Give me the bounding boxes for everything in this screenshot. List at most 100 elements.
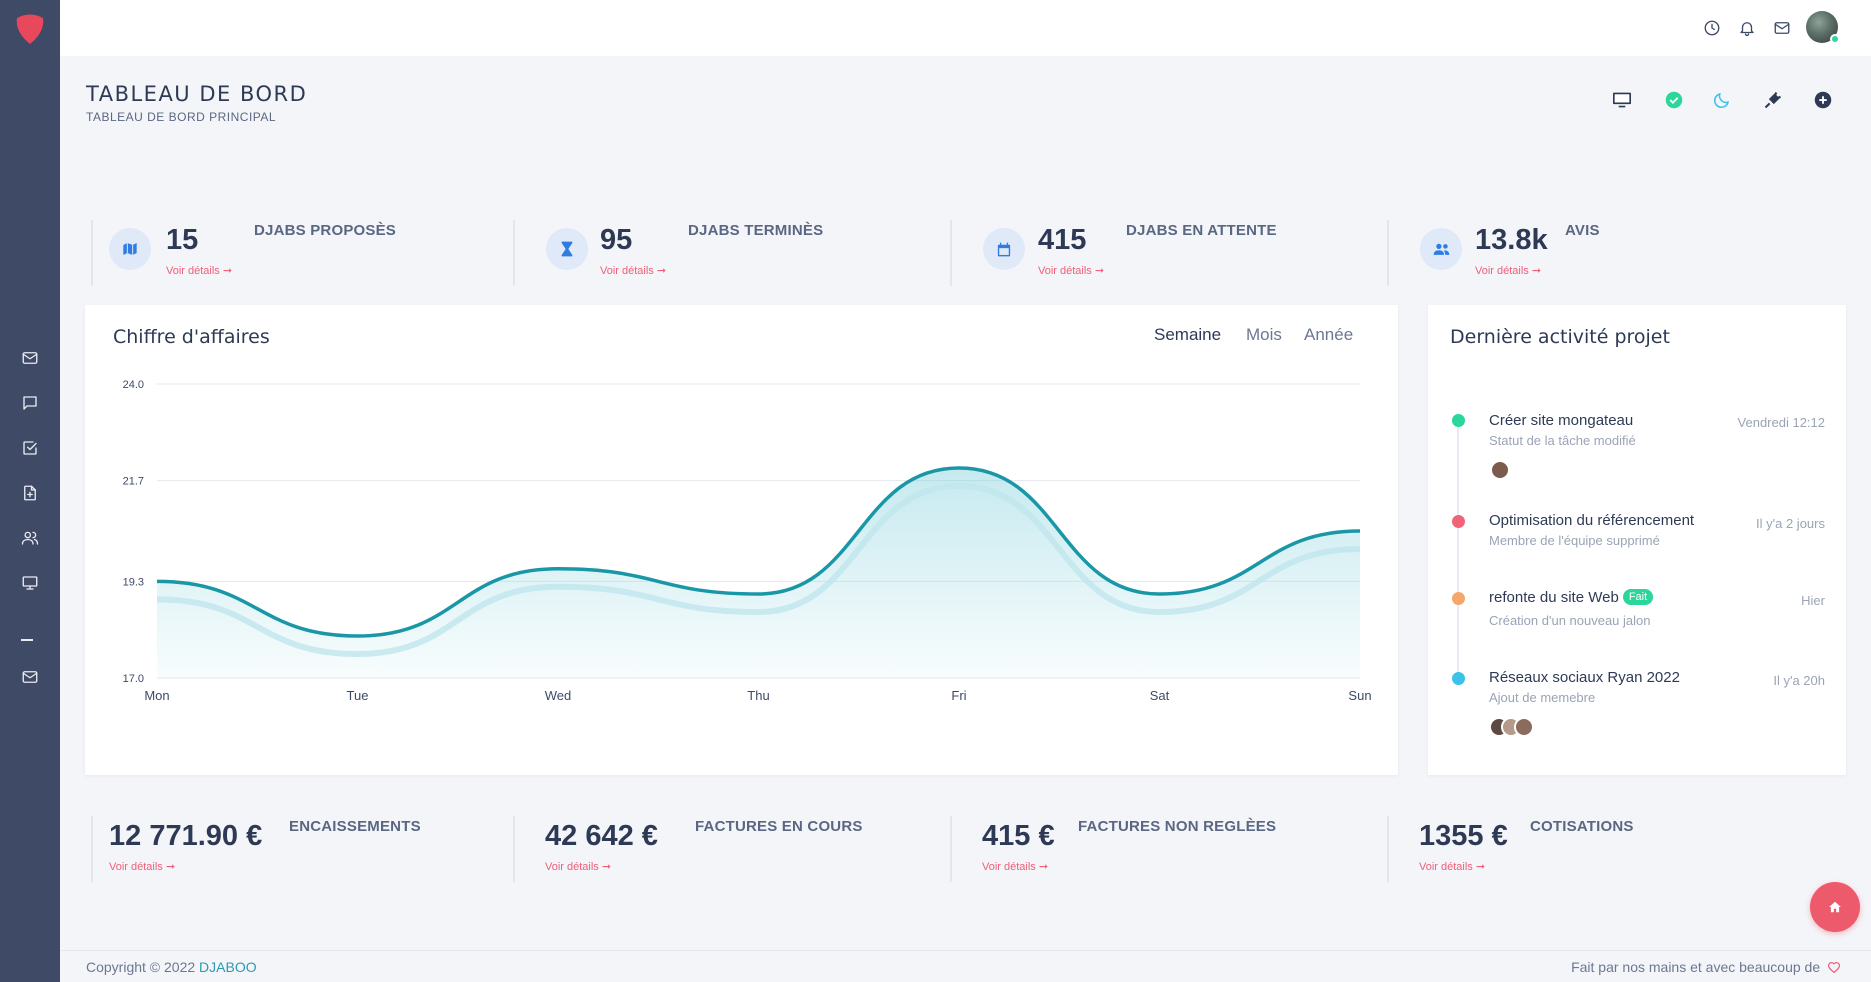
online-status-dot [1830, 34, 1840, 44]
made-by-text: Fait par nos mains et avec beaucoup de [1571, 959, 1821, 975]
user-avatar[interactable] [1806, 11, 1840, 44]
activity-item-time: Hier [1801, 593, 1825, 608]
activity-item-time: Il y'a 2 jours [1756, 516, 1825, 531]
hourglass-icon [546, 228, 588, 270]
chart-x-tick-label: Sat [1150, 688, 1170, 703]
member-avatar[interactable] [1490, 460, 1510, 480]
stat-value: 42 642 € [545, 820, 658, 852]
activity-item-time: Il y'a 20h [1773, 673, 1825, 688]
monitor-icon[interactable] [1610, 88, 1634, 112]
chart-y-tick-label: 17.0 [123, 673, 144, 685]
stat-value: 12 771.90 € [109, 820, 263, 852]
sidebar-file-add-icon[interactable] [18, 481, 42, 505]
stat-label: COTISATIONS [1530, 818, 1634, 835]
details-link[interactable]: Voir détails ➞ [1419, 861, 1486, 873]
chart-x-tick-label: Sun [1348, 688, 1371, 703]
chart-y-tick-label: 19.3 [123, 576, 144, 588]
chart-x-tick-label: Fri [951, 688, 966, 703]
check-circle-icon[interactable] [1662, 88, 1686, 112]
heart-icon [1827, 962, 1841, 974]
details-link[interactable]: Voir détails ➞ [109, 861, 176, 873]
tab-mois[interactable]: Mois [1246, 325, 1282, 344]
activity-item-sub: Création d'un nouveau jalon [1489, 613, 1651, 628]
stat-label: DJABS PROPOSÈS [254, 222, 397, 239]
stat-value: 15 [166, 224, 199, 256]
chart-y-tick-label: 21.7 [123, 476, 144, 488]
mail-icon[interactable] [1771, 17, 1793, 39]
activity-item-sub: Ajout de memebre [1489, 690, 1596, 705]
activity-item-sub: Membre de l'équipe supprimé [1489, 533, 1660, 548]
add-circle-icon[interactable] [1811, 88, 1835, 112]
activity-item-title[interactable]: Optimisation du référencement [1489, 512, 1695, 529]
brand-link[interactable]: DJABOO [199, 959, 257, 975]
revenue-card [85, 305, 1398, 775]
stat-card-encaissements: 12 771.90 € ENCAISSEMENTS Voir détails ➞ [91, 816, 511, 882]
details-link[interactable]: Voir détails ➞ [1038, 265, 1105, 277]
sidebar [0, 0, 60, 982]
stat-value: 415 [1038, 224, 1087, 256]
moon-icon[interactable] [1710, 88, 1734, 112]
stat-label: ENCAISSEMENTS [289, 818, 421, 835]
sidebar-mail-icon[interactable] [18, 346, 42, 370]
stat-card-factures-en-cours: 42 642 € FACTURES EN COURS Voir détails … [513, 816, 948, 882]
sidebar-chat-icon[interactable] [18, 391, 42, 415]
details-link[interactable]: Voir détails ➞ [600, 265, 667, 277]
plug-icon[interactable] [1761, 88, 1785, 112]
stat-card-termines: 95 DJABS TERMINÈS Voir détails ➞ [513, 220, 948, 286]
stat-card-factures-non-reglees: 415 € FACTURES NON REGLÈES Voir détails … [950, 816, 1386, 882]
tab-annee[interactable]: Année [1304, 325, 1354, 344]
stat-value: 1355 € [1419, 820, 1508, 852]
chart-x-tick-label: Tue [347, 688, 369, 703]
stat-label: FACTURES NON REGLÈES [1078, 818, 1277, 835]
stat-value: 415 € [982, 820, 1055, 852]
details-link[interactable]: Voir détails ➞ [1475, 265, 1542, 277]
calendar-icon [983, 228, 1025, 270]
tab-semaine[interactable]: Semaine [1154, 325, 1222, 344]
chart-line-shadow [156, 482, 1361, 658]
sidebar-presentation-icon[interactable] [18, 571, 42, 595]
status-badge: Fait [1622, 589, 1654, 605]
copyright: Copyright © 2022 DJABOO [86, 959, 257, 975]
revenue-chart: 24.0 21.7 19.3 17.0 Mon Tue Wed Thu Fri Sat Sun [123, 379, 1372, 703]
topbar [60, 0, 1871, 56]
activity-item-time: Vendredi 12:12 [1737, 415, 1825, 430]
details-link[interactable]: Voir détails ➞ [166, 265, 233, 277]
stat-card-proposes: 15 DJABS PROPOSÈS Voir détails ➞ [91, 220, 511, 286]
copyright-text: Copyright © 2022 [86, 959, 200, 975]
footer: Copyright © 2022 DJABOO Fait par nos mai… [60, 950, 1871, 982]
clock-icon[interactable] [1701, 17, 1723, 39]
timeline-dot [1452, 515, 1465, 528]
stat-label: AVIS [1565, 222, 1600, 239]
logo-icon[interactable] [14, 12, 46, 46]
activity-title: Dernière activité projet [1450, 326, 1670, 348]
home-fab-button[interactable] [1810, 882, 1860, 932]
details-link[interactable]: Voir détails ➞ [545, 861, 612, 873]
sidebar-tasks-icon[interactable] [18, 436, 42, 460]
sidebar-users-icon[interactable] [18, 526, 42, 550]
chart-y-tick-label: 24.0 [123, 379, 144, 391]
made-by: Fait par nos mains et avec beaucoup de [1571, 959, 1841, 975]
activity-card [1428, 305, 1846, 775]
chart-x-tick-label: Mon [144, 688, 169, 703]
member-avatar[interactable] [1514, 717, 1534, 737]
timeline-dot [1452, 414, 1465, 427]
activity-item-sub: Statut de la tâche modifié [1489, 433, 1636, 448]
activity-item-title[interactable]: Créer site mongateau [1489, 412, 1634, 429]
revenue-title: Chiffre d'affaires [113, 326, 270, 348]
timeline-dot [1452, 592, 1465, 605]
sidebar-inbox-icon[interactable] [18, 665, 42, 689]
stat-value: 13.8k [1475, 224, 1548, 256]
activity-item-title[interactable]: Réseaux sociaux Ryan 2022 [1489, 669, 1680, 686]
activity-item-title[interactable]: refonte du site Web Fait [1489, 589, 1654, 606]
stat-card-cotisations: 1355 € COTISATIONS Voir détails ➞ [1387, 816, 1827, 882]
timeline-line [1457, 420, 1459, 680]
details-link[interactable]: Voir détails ➞ [982, 861, 1049, 873]
bell-icon[interactable] [1736, 17, 1758, 39]
activity-item-title-text: refonte du site Web [1489, 589, 1619, 606]
chart-area [157, 468, 1360, 678]
stat-label: DJABS EN ATTENTE [1126, 222, 1277, 239]
timeline-dot [1452, 672, 1465, 685]
sidebar-divider [21, 639, 33, 641]
stat-card-attente: 415 DJABS EN ATTENTE Voir détails ➞ [950, 220, 1386, 286]
chart-x-tick-label: Wed [545, 688, 572, 703]
